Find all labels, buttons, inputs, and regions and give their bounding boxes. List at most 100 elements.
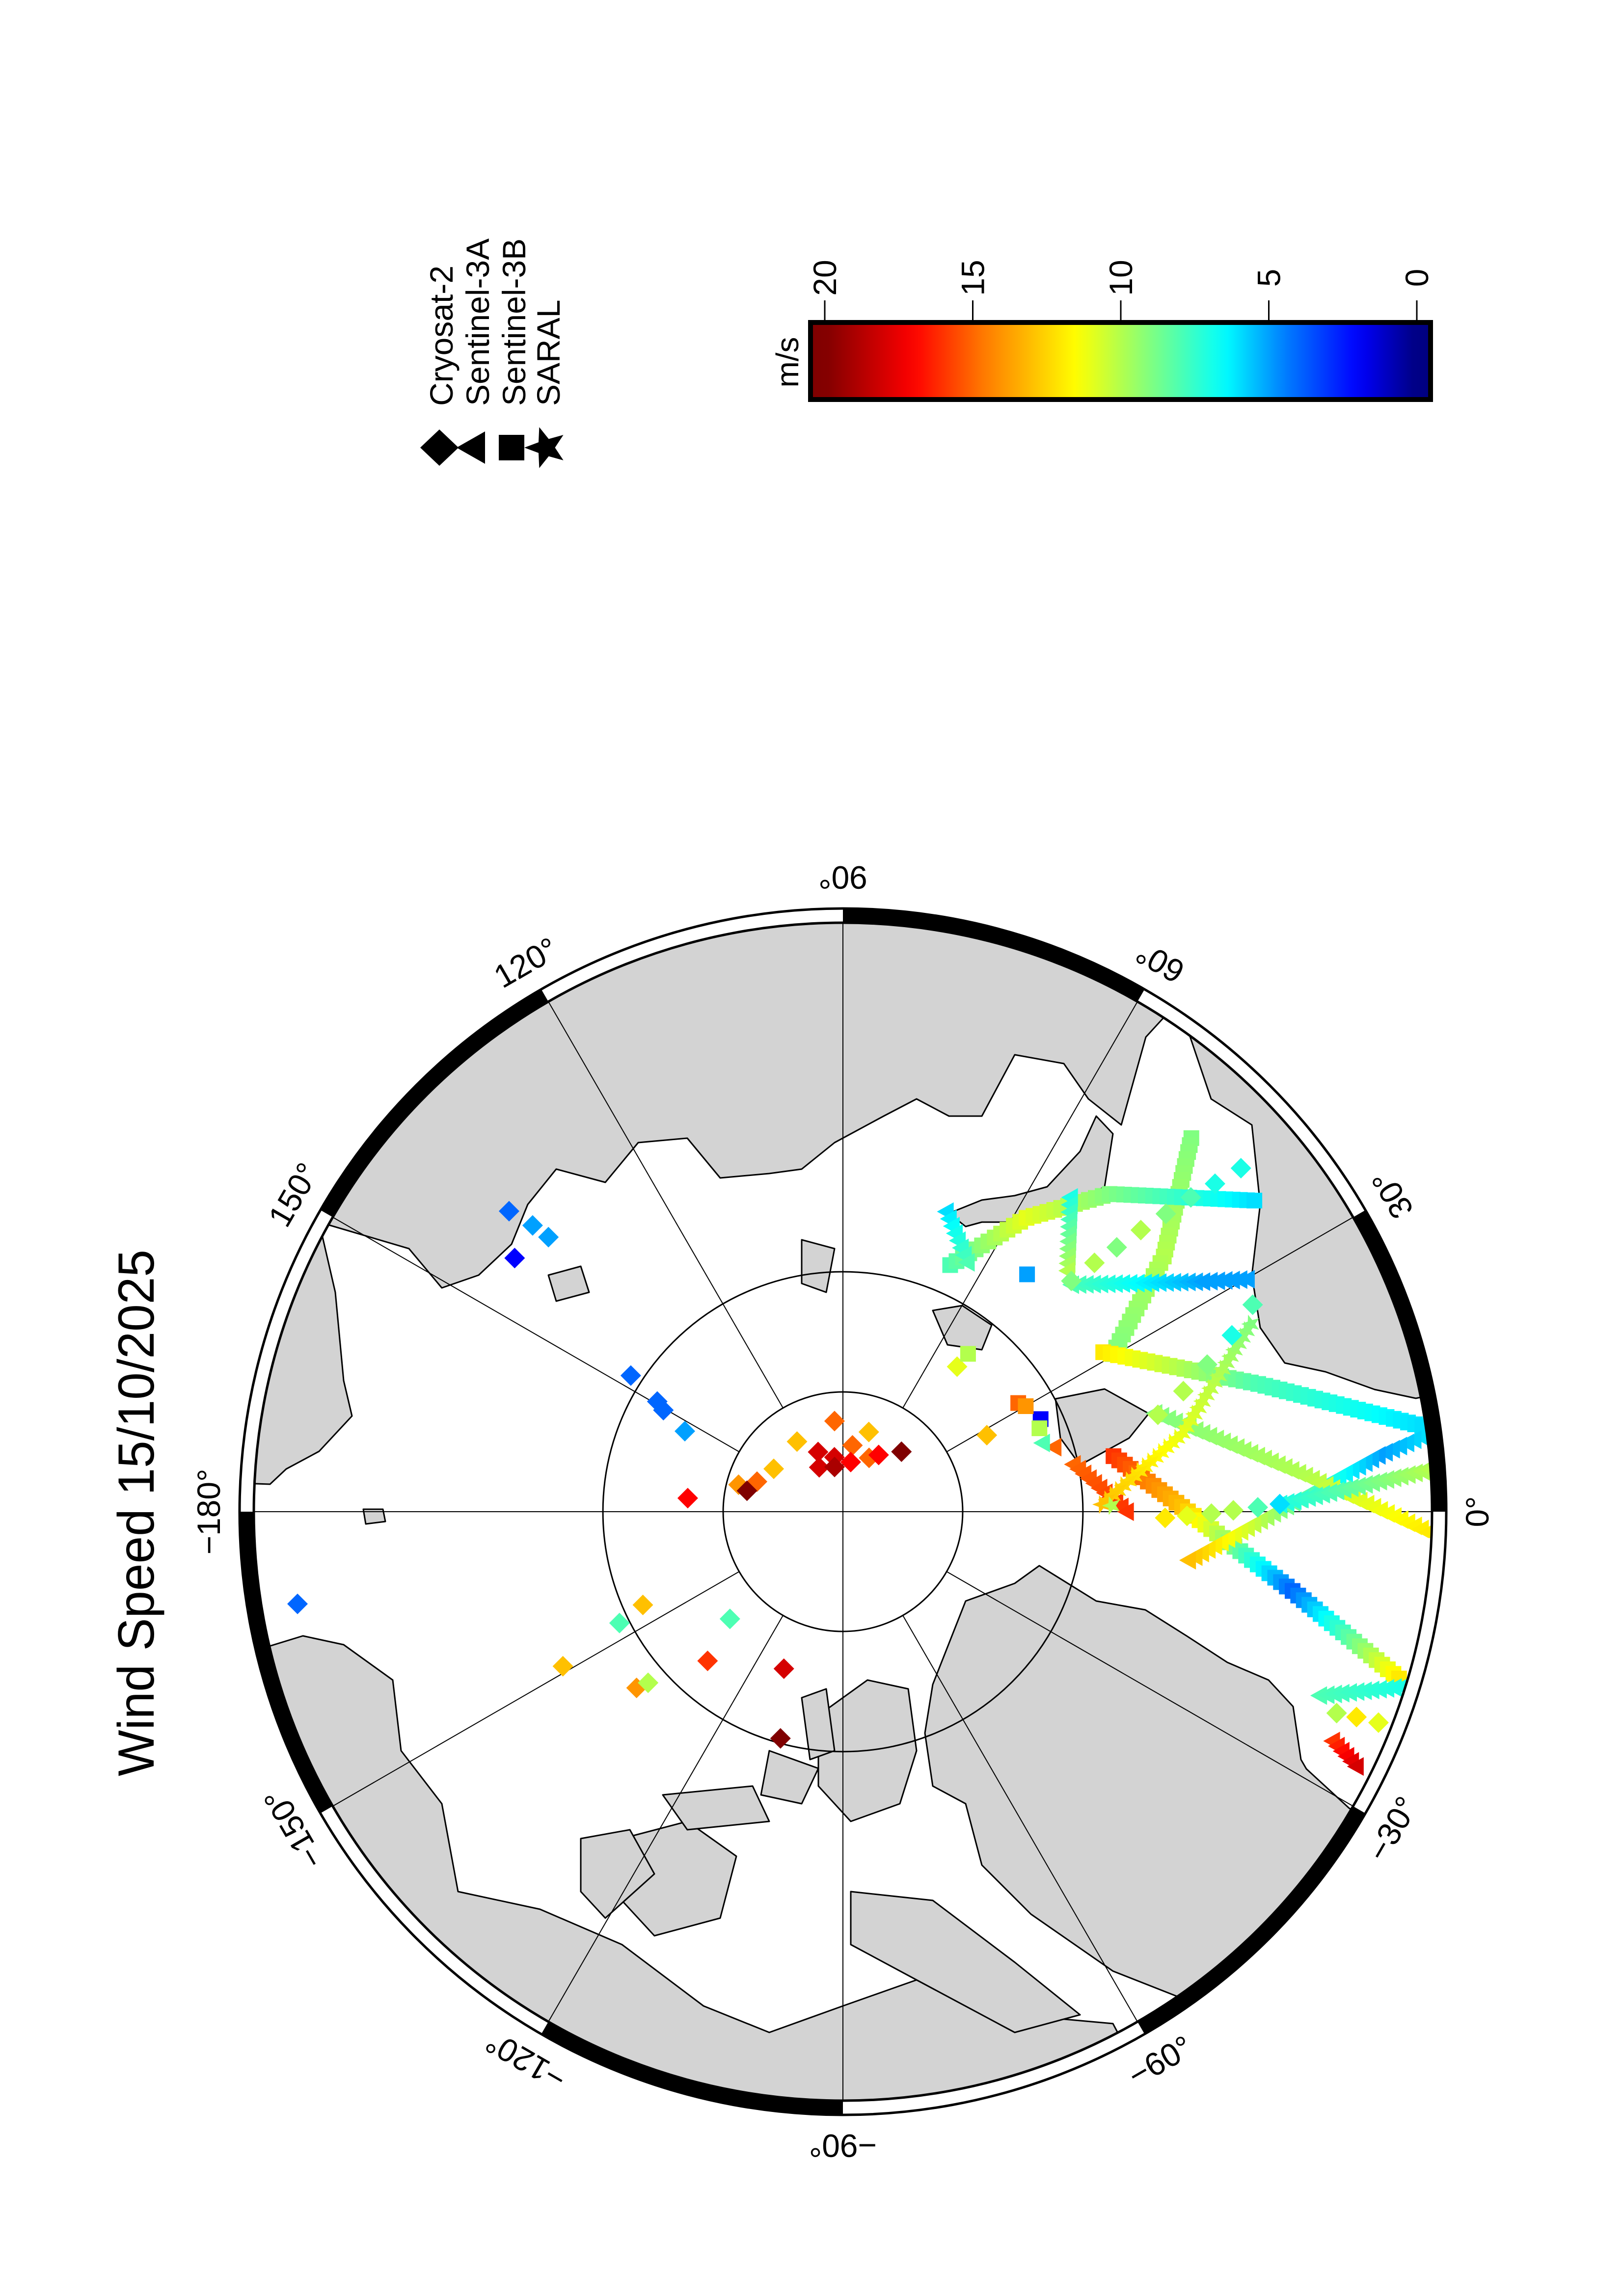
wind-obs-saral bbox=[1213, 1360, 1231, 1379]
wind-obs-cryosat-2 bbox=[809, 1457, 830, 1478]
legend-label-saral: SARAL bbox=[530, 300, 567, 406]
wind-obs-cryosat-2 bbox=[1230, 1158, 1251, 1179]
wind-obs-saral bbox=[1193, 1391, 1211, 1411]
wind-obs-saral bbox=[1092, 1495, 1110, 1514]
wind-obs-sentinel-3b bbox=[960, 1346, 976, 1362]
wind-obs-cryosat-2 bbox=[498, 1201, 519, 1222]
colorbar-tick-label: 0 bbox=[1399, 269, 1435, 287]
meridian-line bbox=[902, 1001, 1138, 1409]
wind-obs-cryosat-2 bbox=[1106, 1237, 1127, 1258]
wind-obs-cryosat-2 bbox=[1084, 1252, 1105, 1273]
wind-obs-cryosat-2 bbox=[1204, 1173, 1225, 1194]
longitude-label: 90° bbox=[818, 859, 867, 896]
wind-obs-cryosat-2 bbox=[773, 1658, 794, 1679]
wind-obs-cryosat-2 bbox=[638, 1672, 659, 1693]
wind-obs-cryosat-2 bbox=[858, 1421, 879, 1442]
diamond-icon bbox=[420, 429, 459, 466]
wind-obs-cryosat-2 bbox=[675, 1420, 696, 1442]
wind-obs-cryosat-2 bbox=[1242, 1294, 1263, 1315]
wind-obs-sentinel-3a bbox=[1340, 1683, 1357, 1702]
frame-segment bbox=[1353, 1210, 1446, 1512]
wind-obs-cryosat-2 bbox=[770, 1728, 791, 1749]
wind-obs-cryosat-2 bbox=[786, 1431, 808, 1452]
frame-segment bbox=[843, 908, 1145, 1002]
wind-obs-sentinel-3a bbox=[1238, 1270, 1255, 1289]
wind-obs-cryosat-2 bbox=[736, 1480, 757, 1501]
longitude-label: 30° bbox=[1364, 1164, 1420, 1225]
wind-obs-cryosat-2 bbox=[840, 1451, 861, 1472]
island bbox=[760, 1750, 819, 1805]
island bbox=[850, 1891, 1081, 2033]
wind-obs-saral bbox=[1217, 1353, 1235, 1372]
wind-obs-cryosat-2 bbox=[504, 1248, 525, 1269]
frame-segment bbox=[541, 908, 843, 1002]
island bbox=[932, 1305, 993, 1351]
island bbox=[580, 1829, 655, 1919]
wind-obs-sentinel-3a bbox=[1318, 1685, 1335, 1705]
longitude-label: 0° bbox=[1459, 1496, 1495, 1527]
legend-label-sentinel-3b: Sentinel-3B bbox=[496, 239, 532, 406]
wind-obs-saral bbox=[1189, 1398, 1207, 1417]
wind-obs-sentinel-3a bbox=[1377, 1679, 1395, 1698]
wind-obs-cryosat-2 bbox=[1346, 1707, 1367, 1728]
wind-obs-sentinel-3a bbox=[1179, 1550, 1196, 1570]
legend-label-sentinel-3a: Sentinel-3A bbox=[460, 239, 496, 406]
meridian-line bbox=[946, 1217, 1353, 1452]
wind-obs-sentinel-3a bbox=[1325, 1684, 1342, 1704]
wind-obs-sentinel-3a bbox=[1347, 1757, 1364, 1776]
wind-obs-sentinel-3b bbox=[1019, 1266, 1035, 1282]
wind-obs-saral bbox=[1241, 1314, 1259, 1334]
star-icon bbox=[524, 427, 564, 468]
wind-obs-cryosat-2 bbox=[1368, 1712, 1389, 1733]
wind-obs-sentinel-3b bbox=[1246, 1193, 1263, 1209]
wind-obs-saral bbox=[1102, 1496, 1120, 1515]
wind-obs-sentinel-3a bbox=[958, 1253, 975, 1272]
wind-obs-saral bbox=[1201, 1379, 1219, 1398]
island bbox=[662, 1785, 770, 1831]
wind-obs-cryosat-2 bbox=[1130, 1220, 1151, 1241]
wind-obs-cryosat-2 bbox=[677, 1488, 698, 1509]
frame-segment bbox=[240, 1210, 333, 1512]
triangle-icon bbox=[457, 431, 485, 464]
frame-segment bbox=[320, 1806, 548, 2034]
wind-obs-cryosat-2 bbox=[1223, 1500, 1244, 1521]
wind-obs-cryosat-2 bbox=[1201, 1503, 1222, 1524]
colorbar-tick-label: 5 bbox=[1251, 269, 1287, 287]
wind-obs-cryosat-2 bbox=[552, 1655, 573, 1677]
landmass-greenland bbox=[924, 1565, 1378, 2010]
meridian-line bbox=[902, 1615, 1138, 2022]
wind-obs-cryosat-2 bbox=[824, 1456, 845, 1477]
meridian-line bbox=[332, 1217, 740, 1452]
wind-obs-sentinel-3b bbox=[1018, 1398, 1034, 1415]
wind-obs-sentinel-3a bbox=[1310, 1686, 1327, 1705]
wind-obs-saral bbox=[1237, 1321, 1255, 1340]
figure-title: Wind Speed 15/10/2025 bbox=[108, 1250, 165, 1776]
wind-obs-sentinel-3a bbox=[1385, 1678, 1402, 1697]
wind-obs-cryosat-2 bbox=[1326, 1703, 1347, 1724]
wind-obs-cryosat-2 bbox=[1176, 1505, 1197, 1526]
satellite-legend: Cryosat-2 Sentinel-3A Sentinel-3B SARAL bbox=[420, 239, 567, 468]
colorbar-tick-label: 15 bbox=[955, 260, 991, 295]
wind-obs-sentinel-3a bbox=[1332, 1683, 1350, 1703]
island bbox=[362, 1508, 386, 1525]
wind-obs-cryosat-2 bbox=[538, 1227, 559, 1248]
frame-outer bbox=[238, 907, 1448, 2116]
wind-obs-sentinel-3a bbox=[1420, 1460, 1432, 1479]
wind-obs-cryosat-2 bbox=[1196, 1354, 1217, 1375]
wind-obs-cryosat-2 bbox=[1173, 1381, 1194, 1402]
colorbar-gradient bbox=[813, 325, 1428, 397]
legend-label-cryosat-2: Cryosat-2 bbox=[423, 266, 460, 406]
colorbar: m/s 20 15 10 5 0 bbox=[770, 260, 1435, 402]
frame-segment bbox=[541, 2022, 843, 2115]
island bbox=[801, 1688, 836, 1761]
island bbox=[1055, 1388, 1150, 1466]
meridian-line bbox=[332, 1571, 740, 1807]
wind-obs-saral bbox=[1209, 1366, 1227, 1385]
frame-inner bbox=[252, 921, 1434, 2102]
wind-obs-cryosat-2 bbox=[522, 1215, 543, 1236]
wind-obs-saral bbox=[1185, 1404, 1203, 1423]
wind-obs-saral bbox=[1205, 1372, 1223, 1391]
longitude-label: 60° bbox=[1130, 934, 1190, 990]
